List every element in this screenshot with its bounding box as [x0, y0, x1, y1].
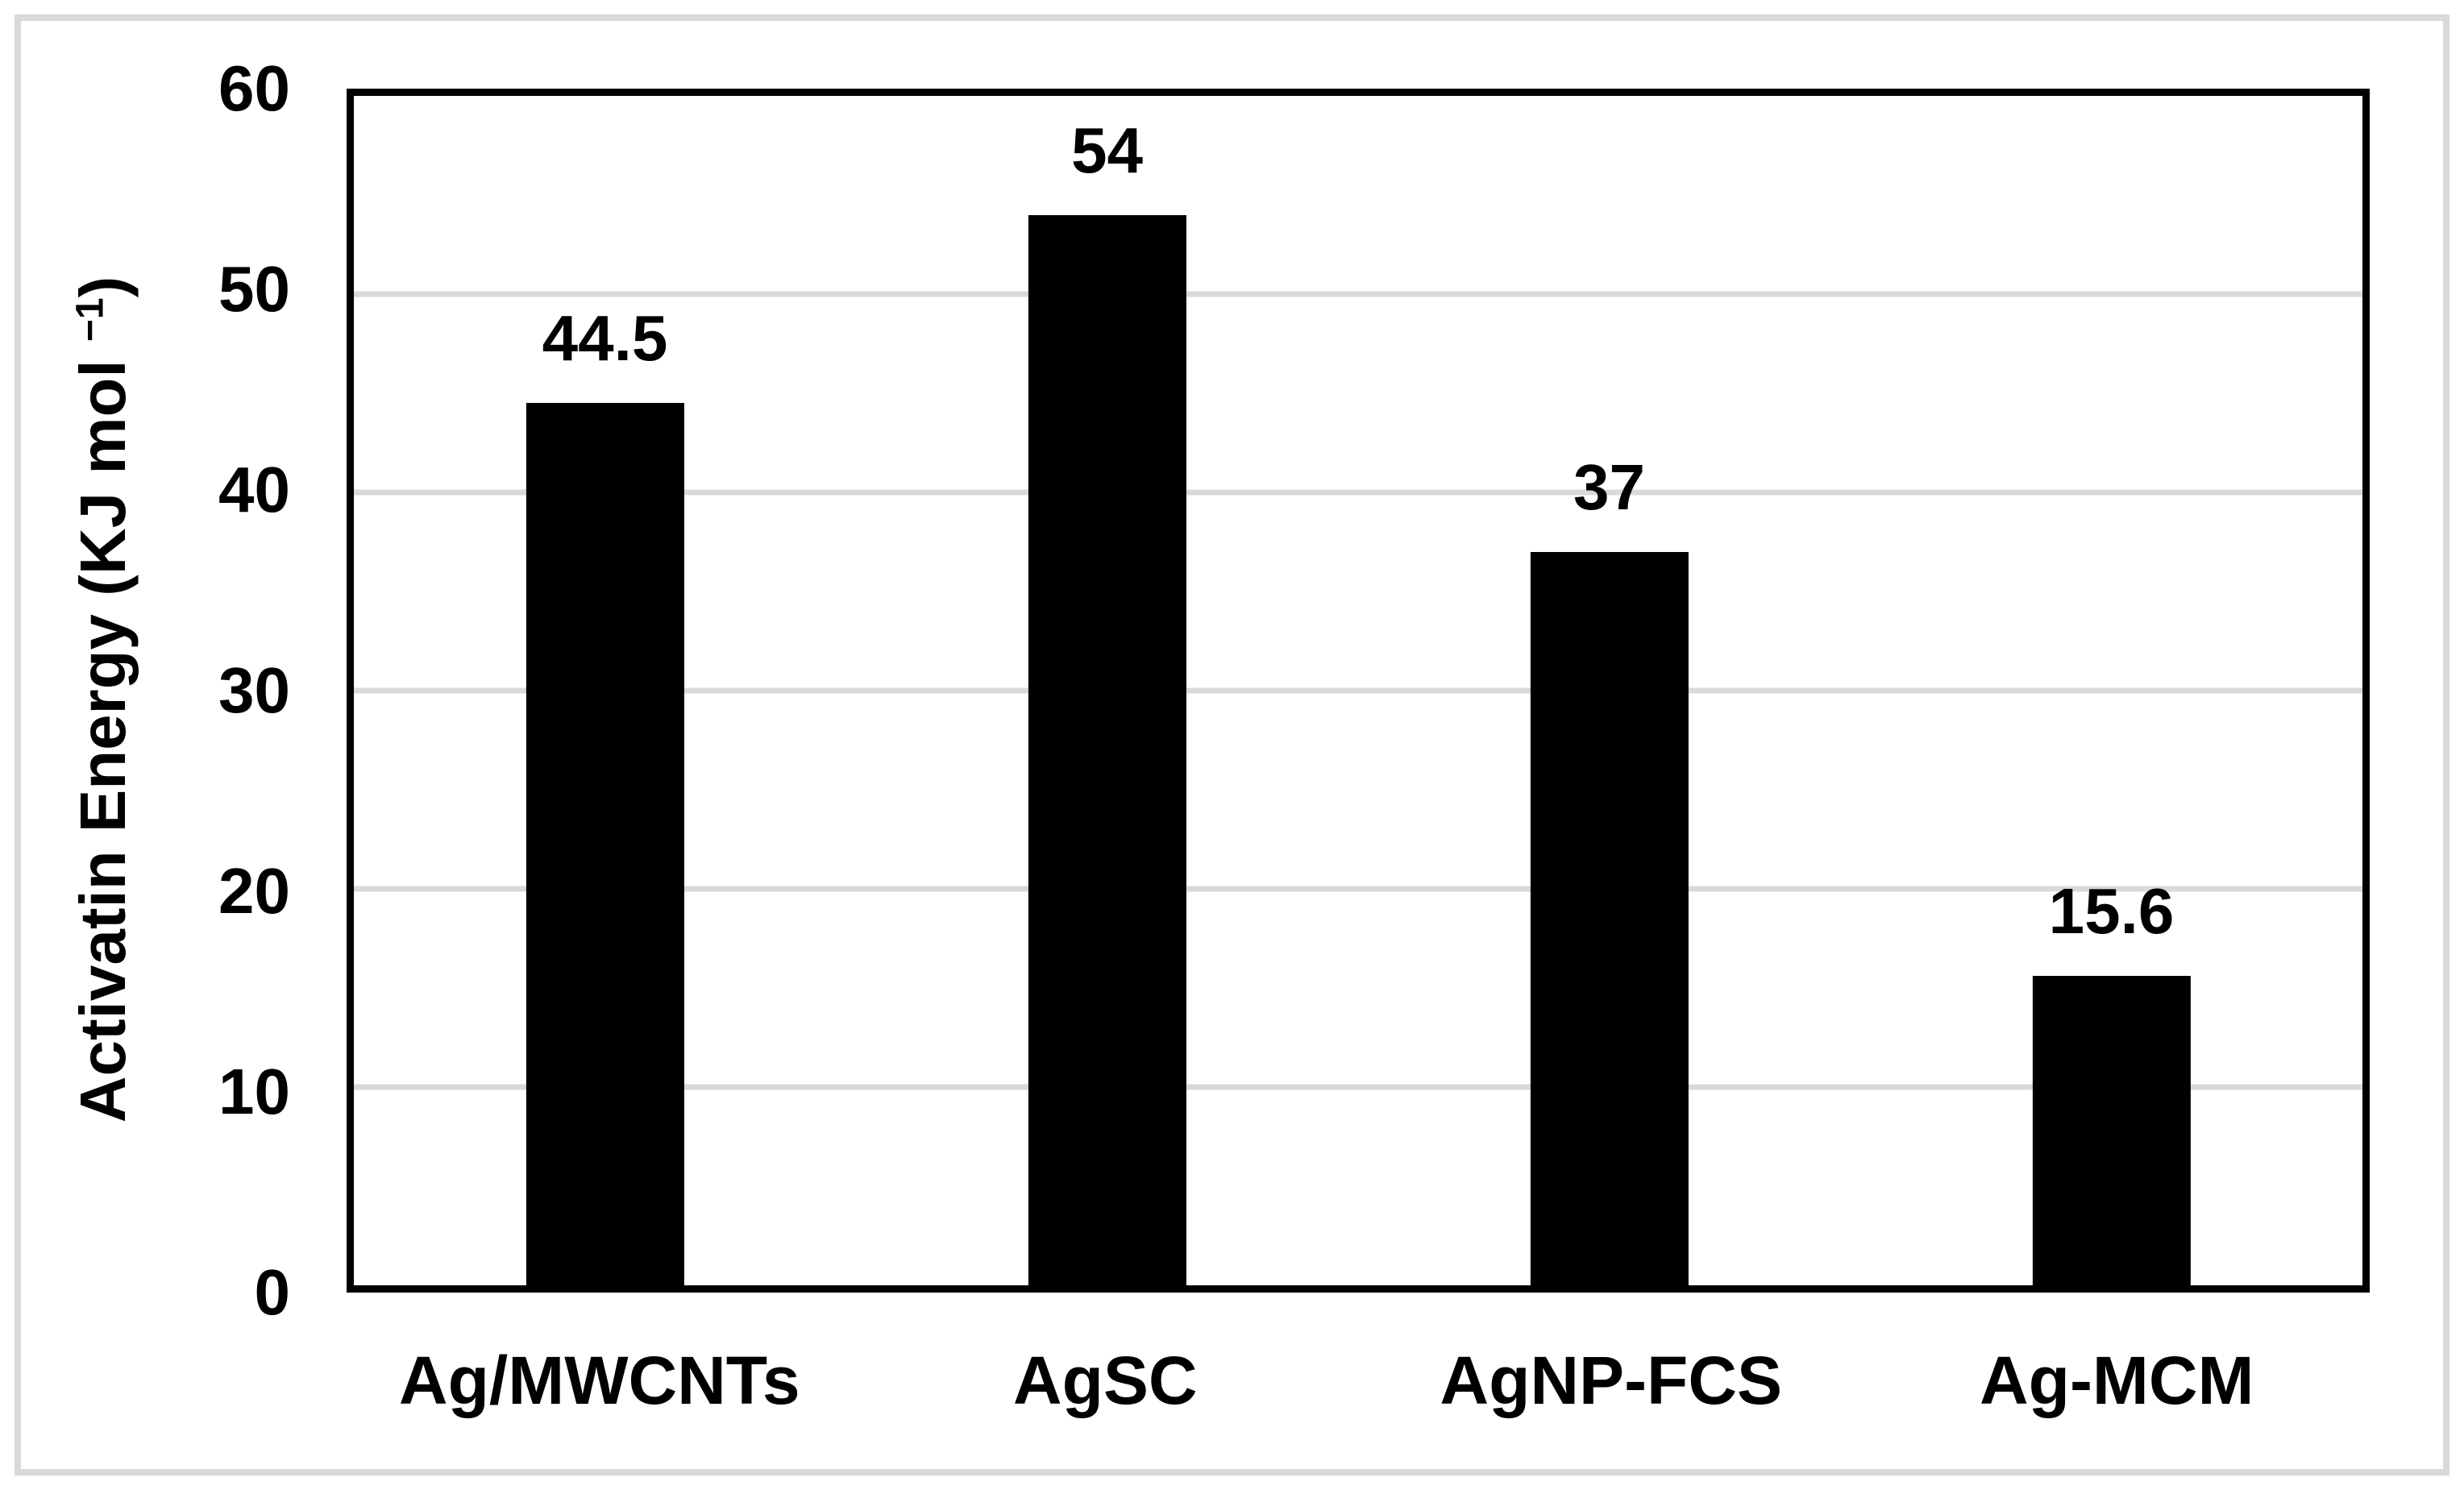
bar-agsc [1028, 214, 1186, 1285]
bar-value-label: 37 [1573, 450, 1645, 523]
x-axis-labels: Ag/MWCNTs AgSC AgNP-FCS Ag-MCM [347, 1344, 2370, 1417]
bar-slot-ag-mcm: 15.6 [1860, 96, 2362, 1285]
gridline [354, 1084, 2362, 1090]
gridline [354, 291, 2362, 297]
x-axis-label-agsc: AgSC [1012, 1343, 1198, 1418]
x-axis-label-ag-mcm: Ag-MCM [1979, 1343, 2254, 1418]
bar-slot-ag-mwcnts: 44.5 [354, 96, 856, 1285]
plot-area: 44.5 54 37 15.6 [347, 89, 2370, 1293]
x-axis-label-ag-mwcnts: Ag/MWCNTs [398, 1343, 800, 1418]
bar-value-label: 44.5 [542, 302, 668, 375]
gridline [354, 687, 2362, 694]
bar-slot-agnp-fcs: 37 [1358, 96, 1860, 1285]
bar-value-label: 54 [1071, 114, 1143, 186]
bar-agnp-fcs [1530, 551, 1689, 1285]
y-tick-label: 20 [218, 855, 290, 927]
gridline [354, 489, 2362, 496]
bar-ag-mcm [2032, 976, 2191, 1285]
y-tick-label: 50 [218, 253, 290, 325]
y-tick-label: 40 [218, 454, 290, 525]
y-tick-label: 10 [218, 1056, 290, 1127]
y-tick-label: 60 [218, 52, 290, 124]
y-tick-label: 30 [218, 654, 290, 726]
bar-value-label: 15.6 [2048, 875, 2175, 948]
bar-ag-mwcnts [526, 403, 684, 1285]
bar-slot-agsc: 54 [856, 96, 1358, 1285]
x-axis-label-agnp-fcs: AgNP-FCS [1440, 1343, 1783, 1418]
gridline [354, 886, 2362, 892]
y-tick-label: 0 [254, 1256, 291, 1328]
bar-slots: 44.5 54 37 15.6 [354, 96, 2362, 1285]
y-axis-tick-labels: 0 10 20 30 40 50 60 [0, 56, 290, 1325]
